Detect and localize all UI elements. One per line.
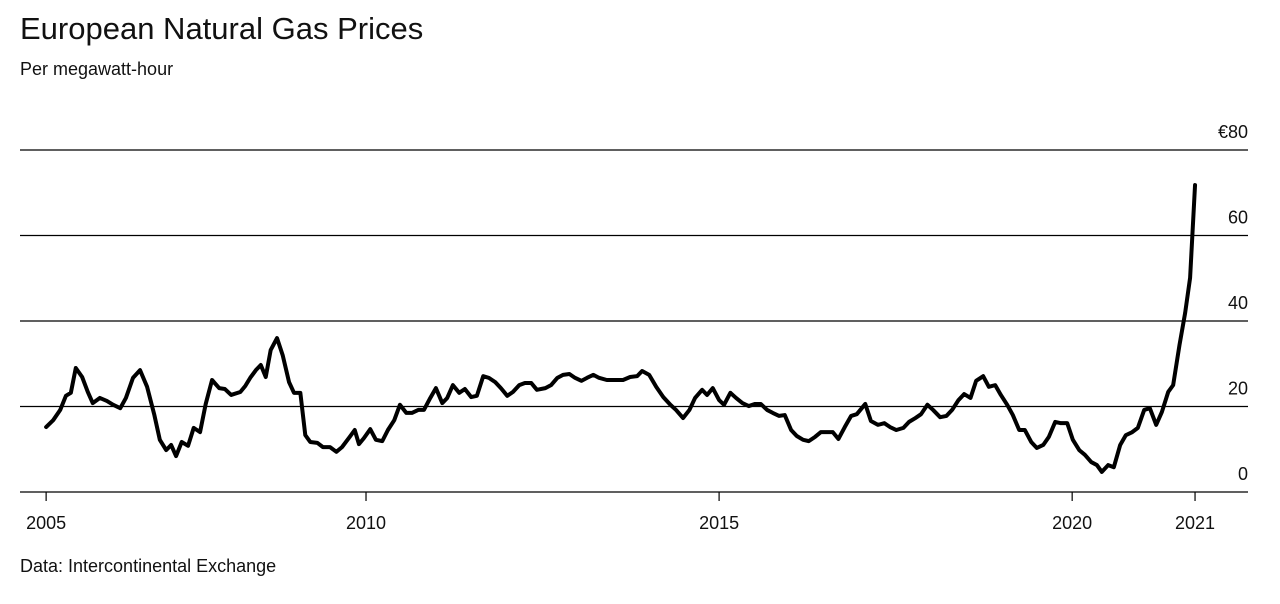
x-tick-label: 2015 [699, 513, 739, 533]
x-tick-label: 2021 [1175, 513, 1215, 533]
source-note: Data: Intercontinental Exchange [20, 556, 276, 576]
x-tick-label: 2005 [26, 513, 66, 533]
y-tick-label: €80 [1218, 122, 1248, 142]
x-tick-label: 2020 [1052, 513, 1092, 533]
y-tick-label: 60 [1228, 207, 1248, 227]
y-tick-label: 0 [1238, 464, 1248, 484]
y-tick-label: 20 [1228, 378, 1248, 398]
x-tick-label: 2010 [346, 513, 386, 533]
y-tick-label: 40 [1228, 293, 1248, 313]
price-line [44, 183, 1198, 474]
chart-title: European Natural Gas Prices [20, 11, 423, 46]
chart-subtitle: Per megawatt-hour [20, 59, 173, 79]
